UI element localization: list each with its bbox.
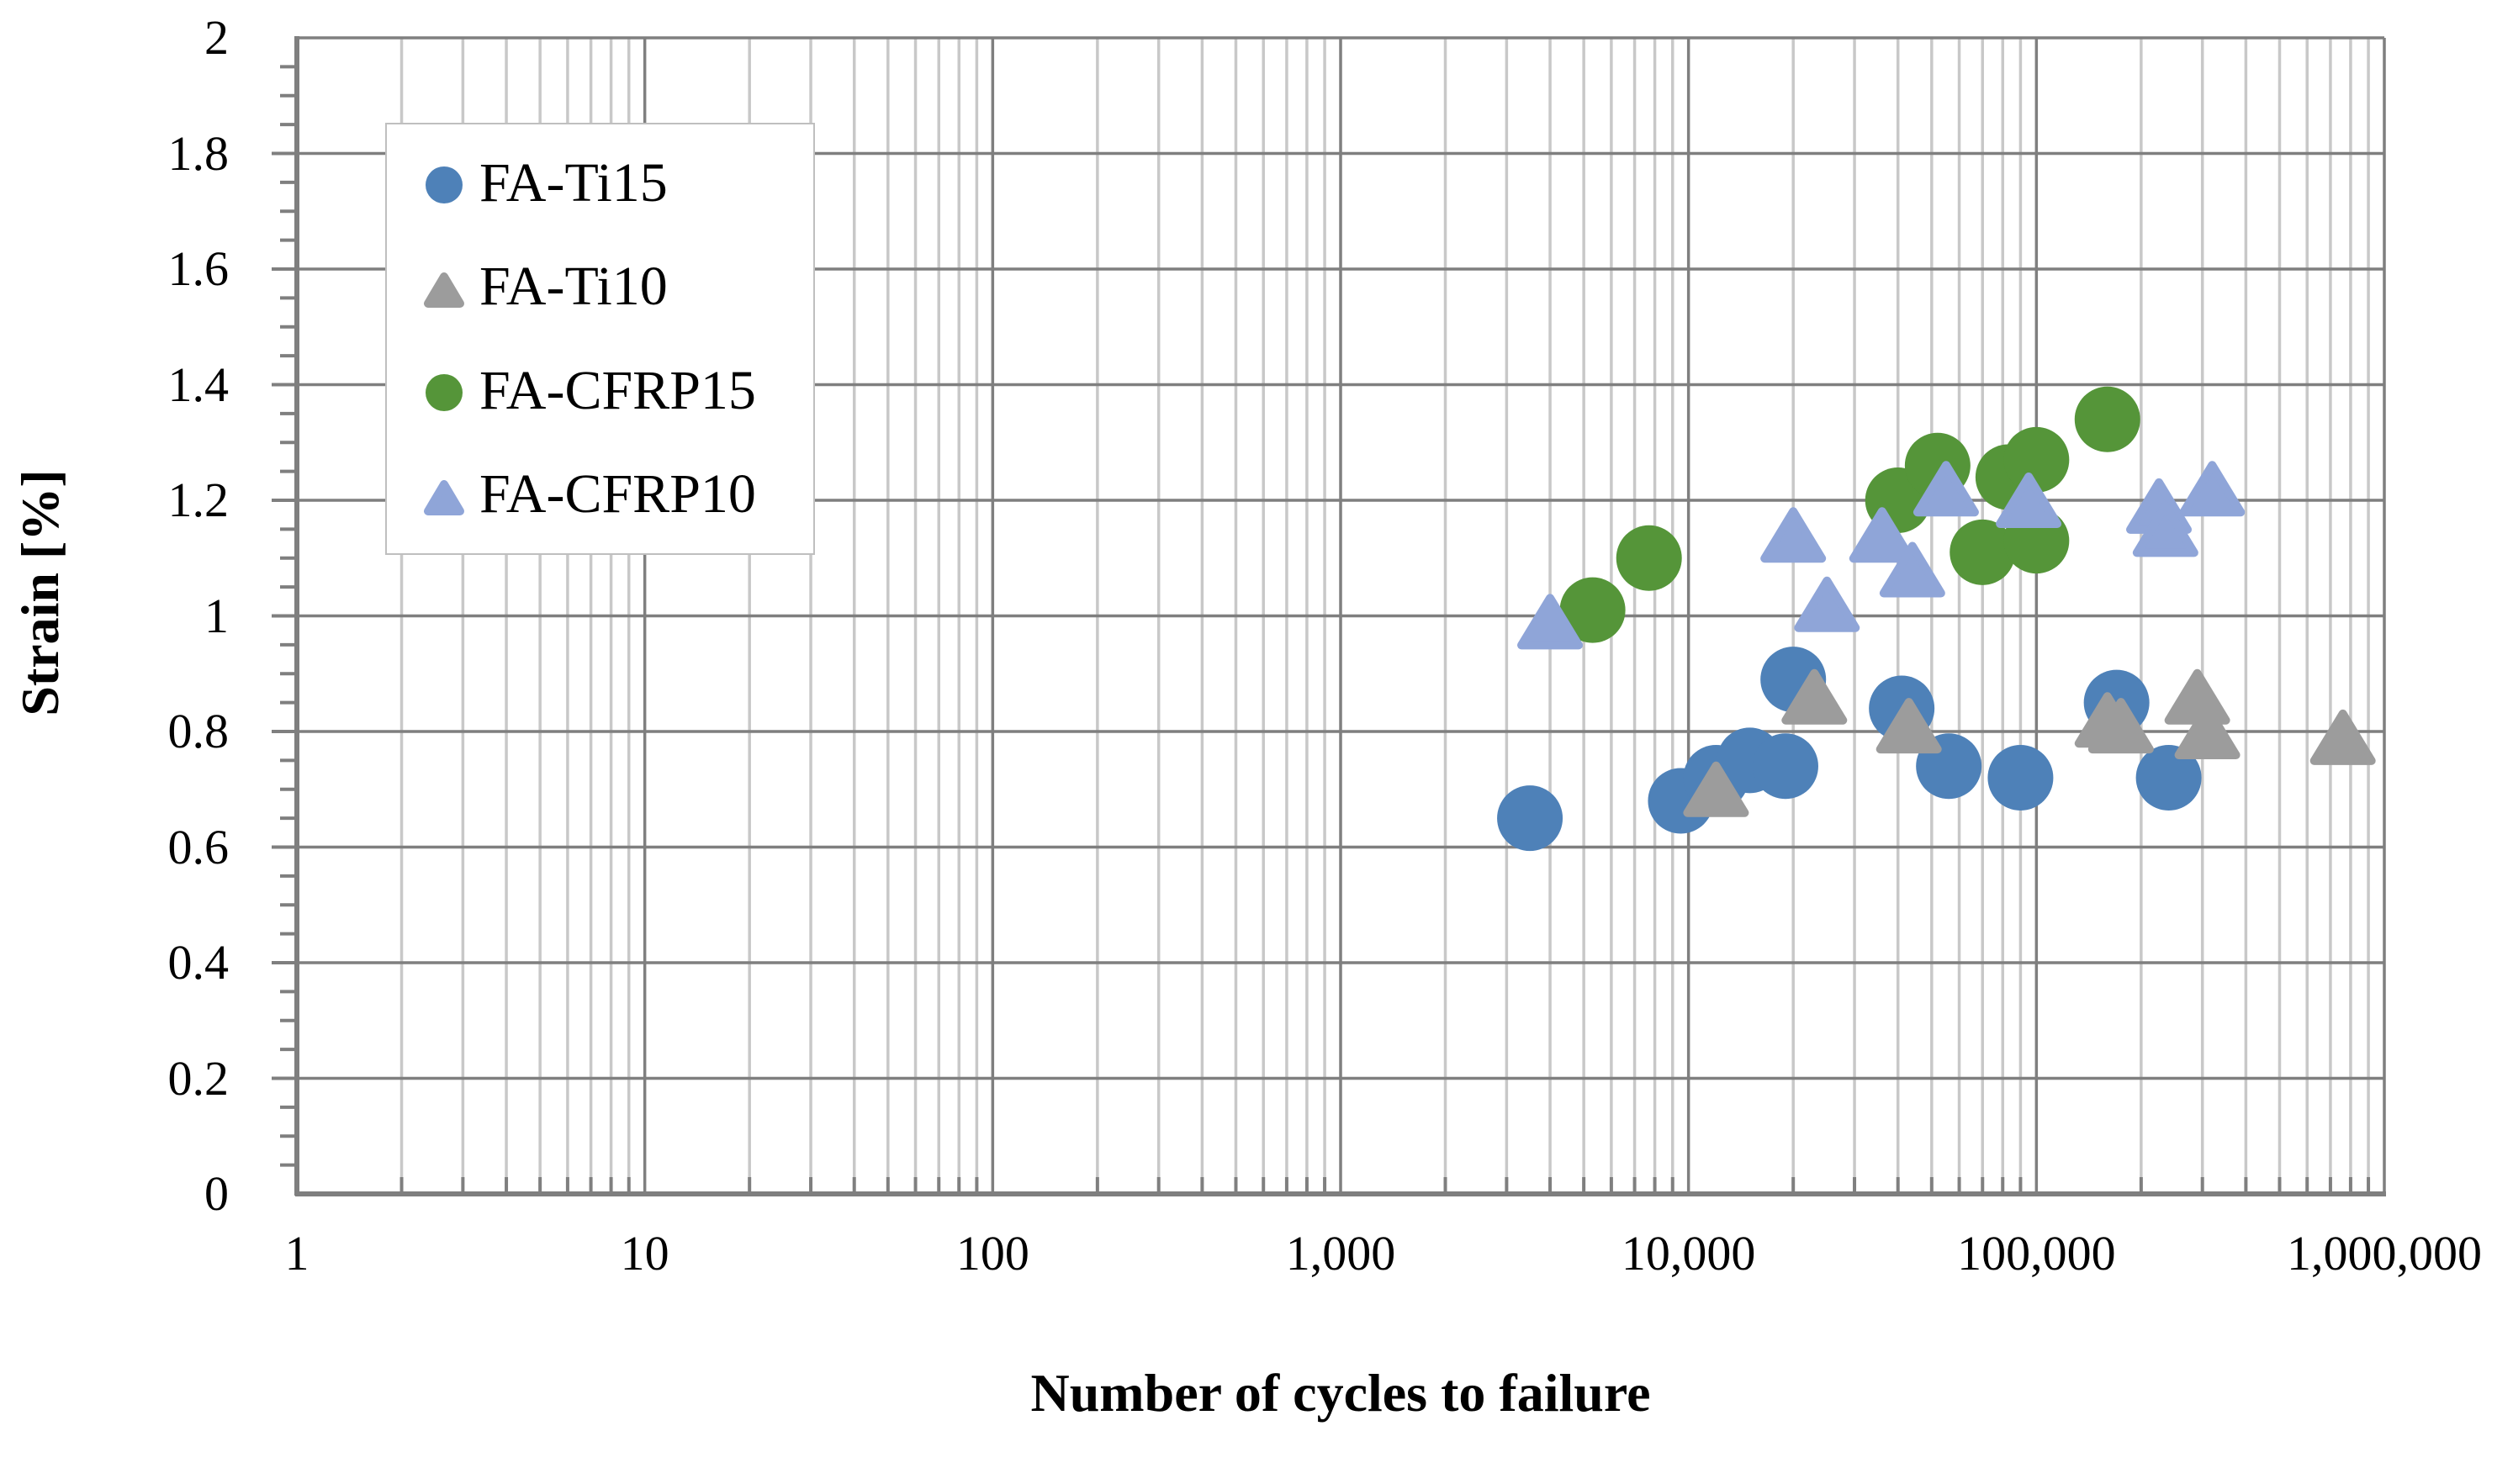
y-tick-label: 1	[204, 588, 229, 643]
data-point-marker	[1879, 541, 1945, 598]
data-point-marker	[2087, 698, 2154, 754]
legend-item-fa-ti10: FA-Ti10	[421, 237, 813, 336]
series-fa-cfrp10	[1517, 461, 2246, 650]
data-point-marker	[2132, 501, 2198, 557]
data-point-marker	[1517, 594, 1584, 650]
legend-circle-marker-icon	[426, 166, 463, 203]
y-tick-label: 0	[204, 1166, 229, 1221]
data-point-marker	[1781, 668, 1848, 725]
legend-triangle-marker-icon	[424, 272, 464, 309]
y-tick-label: 2	[204, 10, 229, 65]
x-tick-label: 1,000,000	[2287, 1226, 2482, 1281]
data-point-marker	[1559, 577, 1626, 643]
y-tick-label: 1.4	[167, 356, 230, 412]
x-tick-label: 1,000	[1285, 1226, 1396, 1281]
x-tick-label: 10,000	[1621, 1226, 1756, 1281]
legend-label: FA-CFRP15	[479, 359, 756, 421]
legend: FA-Ti15 FA-Ti10 FA-CFRP15 FA-CFRP10	[385, 123, 815, 555]
data-point-marker	[1987, 745, 2054, 811]
data-point-marker	[2135, 745, 2202, 811]
x-tick-label: 100,000	[1957, 1226, 2116, 1281]
data-point-marker	[1950, 519, 2016, 585]
legend-label: FA-CFRP10	[479, 463, 756, 525]
legend-label: FA-Ti15	[479, 151, 668, 214]
legend-item-fa-cfrp10: FA-CFRP10	[421, 445, 813, 544]
data-point-marker	[2164, 668, 2230, 725]
series-fa-ti10	[1683, 668, 2376, 817]
data-point-marker	[1752, 733, 1818, 800]
data-point-marker	[2309, 709, 2376, 765]
legend-triangle-marker-icon	[424, 480, 464, 516]
x-tick-label: 100	[955, 1226, 1029, 1281]
data-point-marker	[2174, 704, 2241, 759]
data-point-marker	[2074, 386, 2140, 452]
x-axis-title: Number of cycles to failure	[1030, 1363, 1651, 1423]
y-tick-label: 1.8	[167, 125, 230, 181]
y-axis-title: Strain [%]	[10, 469, 70, 716]
x-tick-label: 1	[284, 1226, 309, 1281]
y-tick-label: 0.2	[167, 1050, 230, 1106]
data-point-marker	[2003, 426, 2070, 493]
legend-marker-shape	[424, 272, 464, 309]
data-point-marker	[1849, 507, 1915, 563]
data-point-marker	[1616, 525, 1682, 591]
data-point-marker	[1913, 461, 1979, 517]
legend-item-fa-cfrp15: FA-CFRP15	[421, 341, 813, 441]
data-point-marker	[1875, 698, 1942, 754]
y-tick-label: 0.6	[167, 819, 230, 874]
data-point-marker	[1760, 507, 1827, 563]
y-tick-label: 1.6	[167, 241, 230, 296]
data-point-marker	[2179, 461, 2246, 517]
x-tick-label: 10	[620, 1226, 669, 1281]
y-tick-label: 0.4	[167, 935, 230, 990]
y-tick-label: 0.8	[167, 704, 230, 758]
legend-item-fa-ti15: FA-Ti15	[421, 134, 813, 233]
legend-marker-shape	[426, 166, 463, 203]
legend-marker-shape	[424, 480, 464, 516]
data-point-marker	[1794, 576, 1860, 632]
y-tick-label: 1.2	[167, 473, 230, 527]
data-point-marker	[1497, 785, 1563, 852]
data-point-marker	[1996, 473, 2062, 528]
legend-circle-marker-icon	[426, 373, 463, 411]
legend-marker-shape	[426, 373, 463, 411]
legend-label: FA-Ti10	[479, 256, 668, 318]
data-point-marker	[1683, 761, 1749, 817]
